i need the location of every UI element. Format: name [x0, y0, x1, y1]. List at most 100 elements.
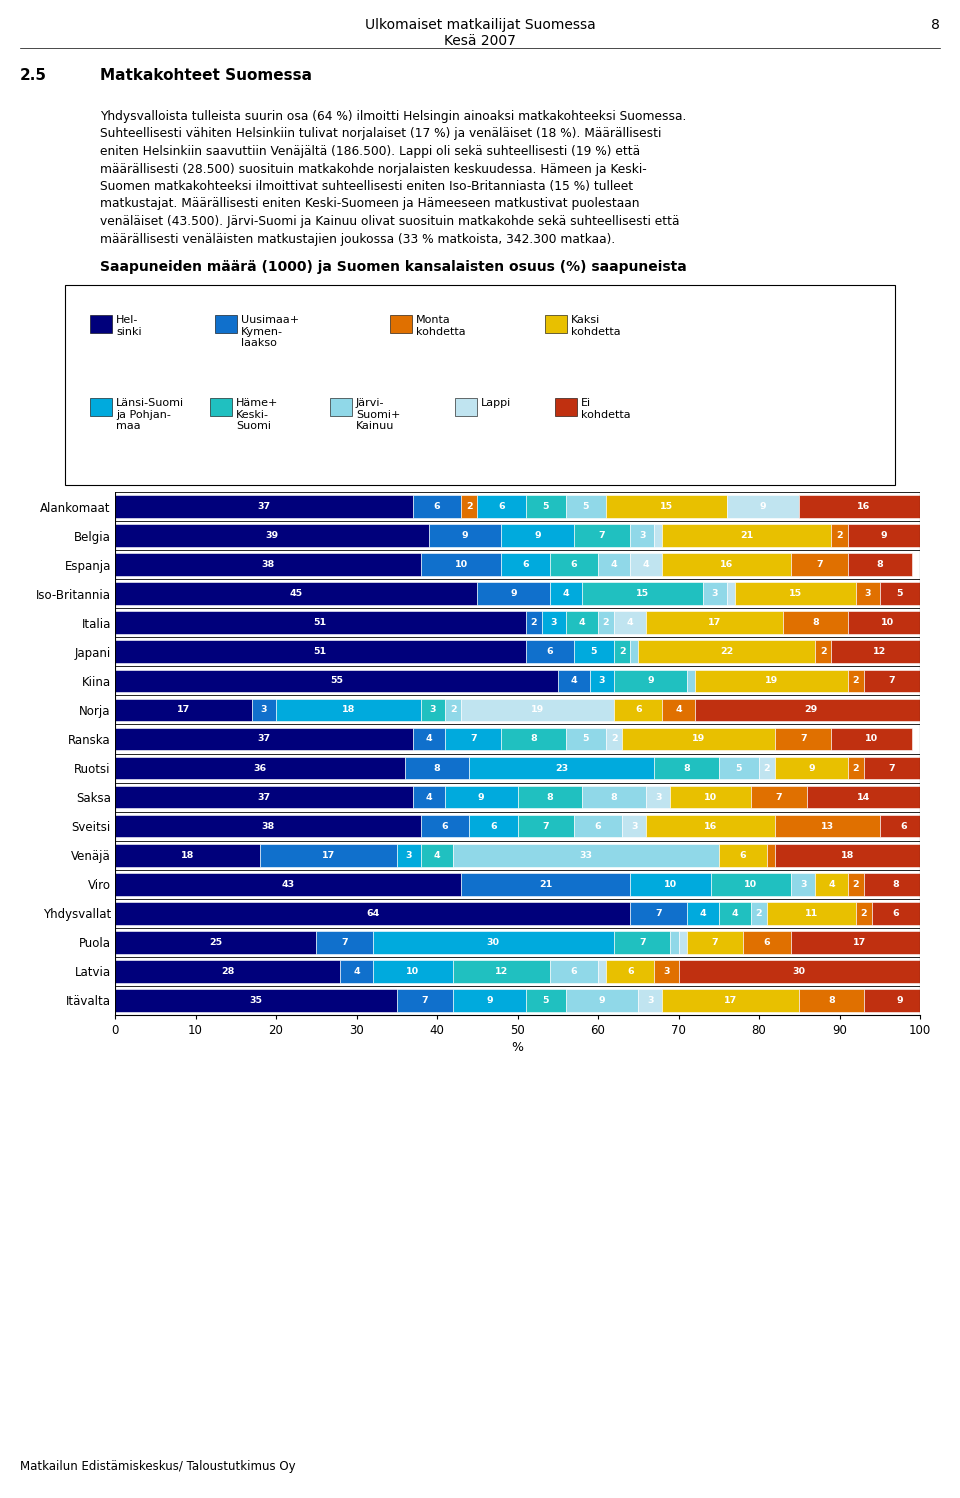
Text: 7: 7: [711, 938, 718, 947]
Bar: [372, 960, 453, 983]
Bar: [815, 873, 848, 896]
Text: 6: 6: [627, 966, 634, 975]
Text: 6: 6: [893, 909, 900, 918]
Bar: [775, 815, 879, 837]
Text: 4: 4: [434, 851, 441, 860]
Bar: [115, 670, 558, 692]
Bar: [469, 756, 655, 779]
Text: 9: 9: [897, 996, 903, 1005]
Text: 21: 21: [740, 532, 754, 541]
Text: Järvi-
Suomi+
Kainuu: Järvi- Suomi+ Kainuu: [356, 398, 400, 431]
Bar: [445, 728, 501, 750]
Bar: [751, 902, 767, 924]
Text: 43: 43: [281, 879, 295, 888]
Bar: [630, 524, 655, 547]
Text: 8: 8: [876, 560, 883, 569]
Text: 6: 6: [546, 647, 553, 656]
Text: 51: 51: [314, 647, 326, 656]
Text: Kaksi
kohdetta: Kaksi kohdetta: [571, 315, 620, 337]
Text: 8: 8: [434, 764, 441, 773]
Bar: [800, 496, 928, 518]
Bar: [864, 989, 936, 1011]
Bar: [582, 583, 703, 605]
Text: 5: 5: [583, 734, 589, 743]
Bar: [565, 611, 598, 634]
Text: 4: 4: [732, 909, 738, 918]
Text: 17: 17: [708, 619, 721, 628]
Text: 37: 37: [257, 792, 271, 801]
Text: 3: 3: [711, 589, 718, 598]
Bar: [775, 756, 848, 779]
Text: 8: 8: [684, 764, 690, 773]
Bar: [670, 932, 679, 954]
Bar: [848, 553, 912, 575]
Text: 9: 9: [510, 589, 516, 598]
Text: 10: 10: [744, 879, 757, 888]
Bar: [791, 553, 848, 575]
Bar: [606, 960, 655, 983]
Bar: [598, 553, 630, 575]
Bar: [646, 786, 670, 809]
Bar: [260, 843, 396, 866]
Text: Yhdysvalloista tulleista suurin osa (64 %) ilmoitti Helsingin ainoaksi matkakoht: Yhdysvalloista tulleista suurin osa (64 …: [100, 109, 686, 123]
Bar: [252, 698, 276, 721]
Bar: [662, 553, 791, 575]
Text: Monta
kohdetta: Monta kohdetta: [416, 315, 466, 337]
Text: 7: 7: [542, 821, 549, 830]
Bar: [848, 756, 864, 779]
Bar: [646, 611, 783, 634]
Bar: [638, 641, 815, 664]
Bar: [662, 524, 831, 547]
Text: 37: 37: [257, 502, 271, 511]
Text: 8: 8: [812, 619, 819, 628]
Text: 37: 37: [257, 734, 271, 743]
Bar: [372, 932, 614, 954]
Bar: [115, 756, 405, 779]
Text: 6: 6: [570, 560, 577, 569]
Bar: [525, 989, 565, 1011]
Text: 55: 55: [330, 677, 343, 686]
Text: 6: 6: [434, 502, 441, 511]
Text: 3: 3: [639, 532, 645, 541]
Text: 17: 17: [724, 996, 737, 1005]
Text: 7: 7: [816, 560, 823, 569]
Bar: [115, 843, 260, 866]
Bar: [719, 902, 751, 924]
Bar: [679, 960, 920, 983]
Bar: [630, 641, 638, 664]
X-axis label: %: %: [512, 1041, 523, 1055]
Text: 3: 3: [550, 619, 557, 628]
Bar: [461, 698, 614, 721]
Text: 18: 18: [841, 851, 854, 860]
Text: määrällisesti (28.500) suosituin matkakohde norjalaisten keskuudessa. Hämeen ja : määrällisesti (28.500) suosituin matkako…: [100, 162, 647, 175]
Bar: [582, 786, 646, 809]
Bar: [558, 670, 590, 692]
Text: Länsi-Suomi
ja Pohjan-
maa: Länsi-Suomi ja Pohjan- maa: [116, 398, 184, 431]
Bar: [727, 583, 734, 605]
Bar: [831, 641, 928, 664]
Text: 2: 2: [611, 734, 617, 743]
Bar: [775, 728, 831, 750]
Bar: [115, 553, 420, 575]
Bar: [686, 932, 743, 954]
Text: 2: 2: [450, 706, 456, 715]
Text: 19: 19: [692, 734, 706, 743]
Text: 30: 30: [487, 938, 500, 947]
Text: 3: 3: [430, 706, 436, 715]
Bar: [115, 641, 525, 664]
Text: 6: 6: [522, 560, 529, 569]
Bar: [115, 524, 429, 547]
Text: 8: 8: [546, 792, 553, 801]
Text: 4: 4: [579, 619, 586, 628]
Bar: [461, 496, 477, 518]
Bar: [679, 932, 686, 954]
Text: 9: 9: [759, 502, 766, 511]
Text: 12: 12: [494, 966, 508, 975]
Text: 8: 8: [611, 792, 617, 801]
Text: 51: 51: [314, 619, 326, 628]
Bar: [477, 583, 550, 605]
Text: 8: 8: [931, 18, 940, 31]
Text: 18: 18: [180, 851, 194, 860]
Bar: [662, 989, 800, 1011]
Text: Ei
kohdetta: Ei kohdetta: [581, 398, 631, 419]
